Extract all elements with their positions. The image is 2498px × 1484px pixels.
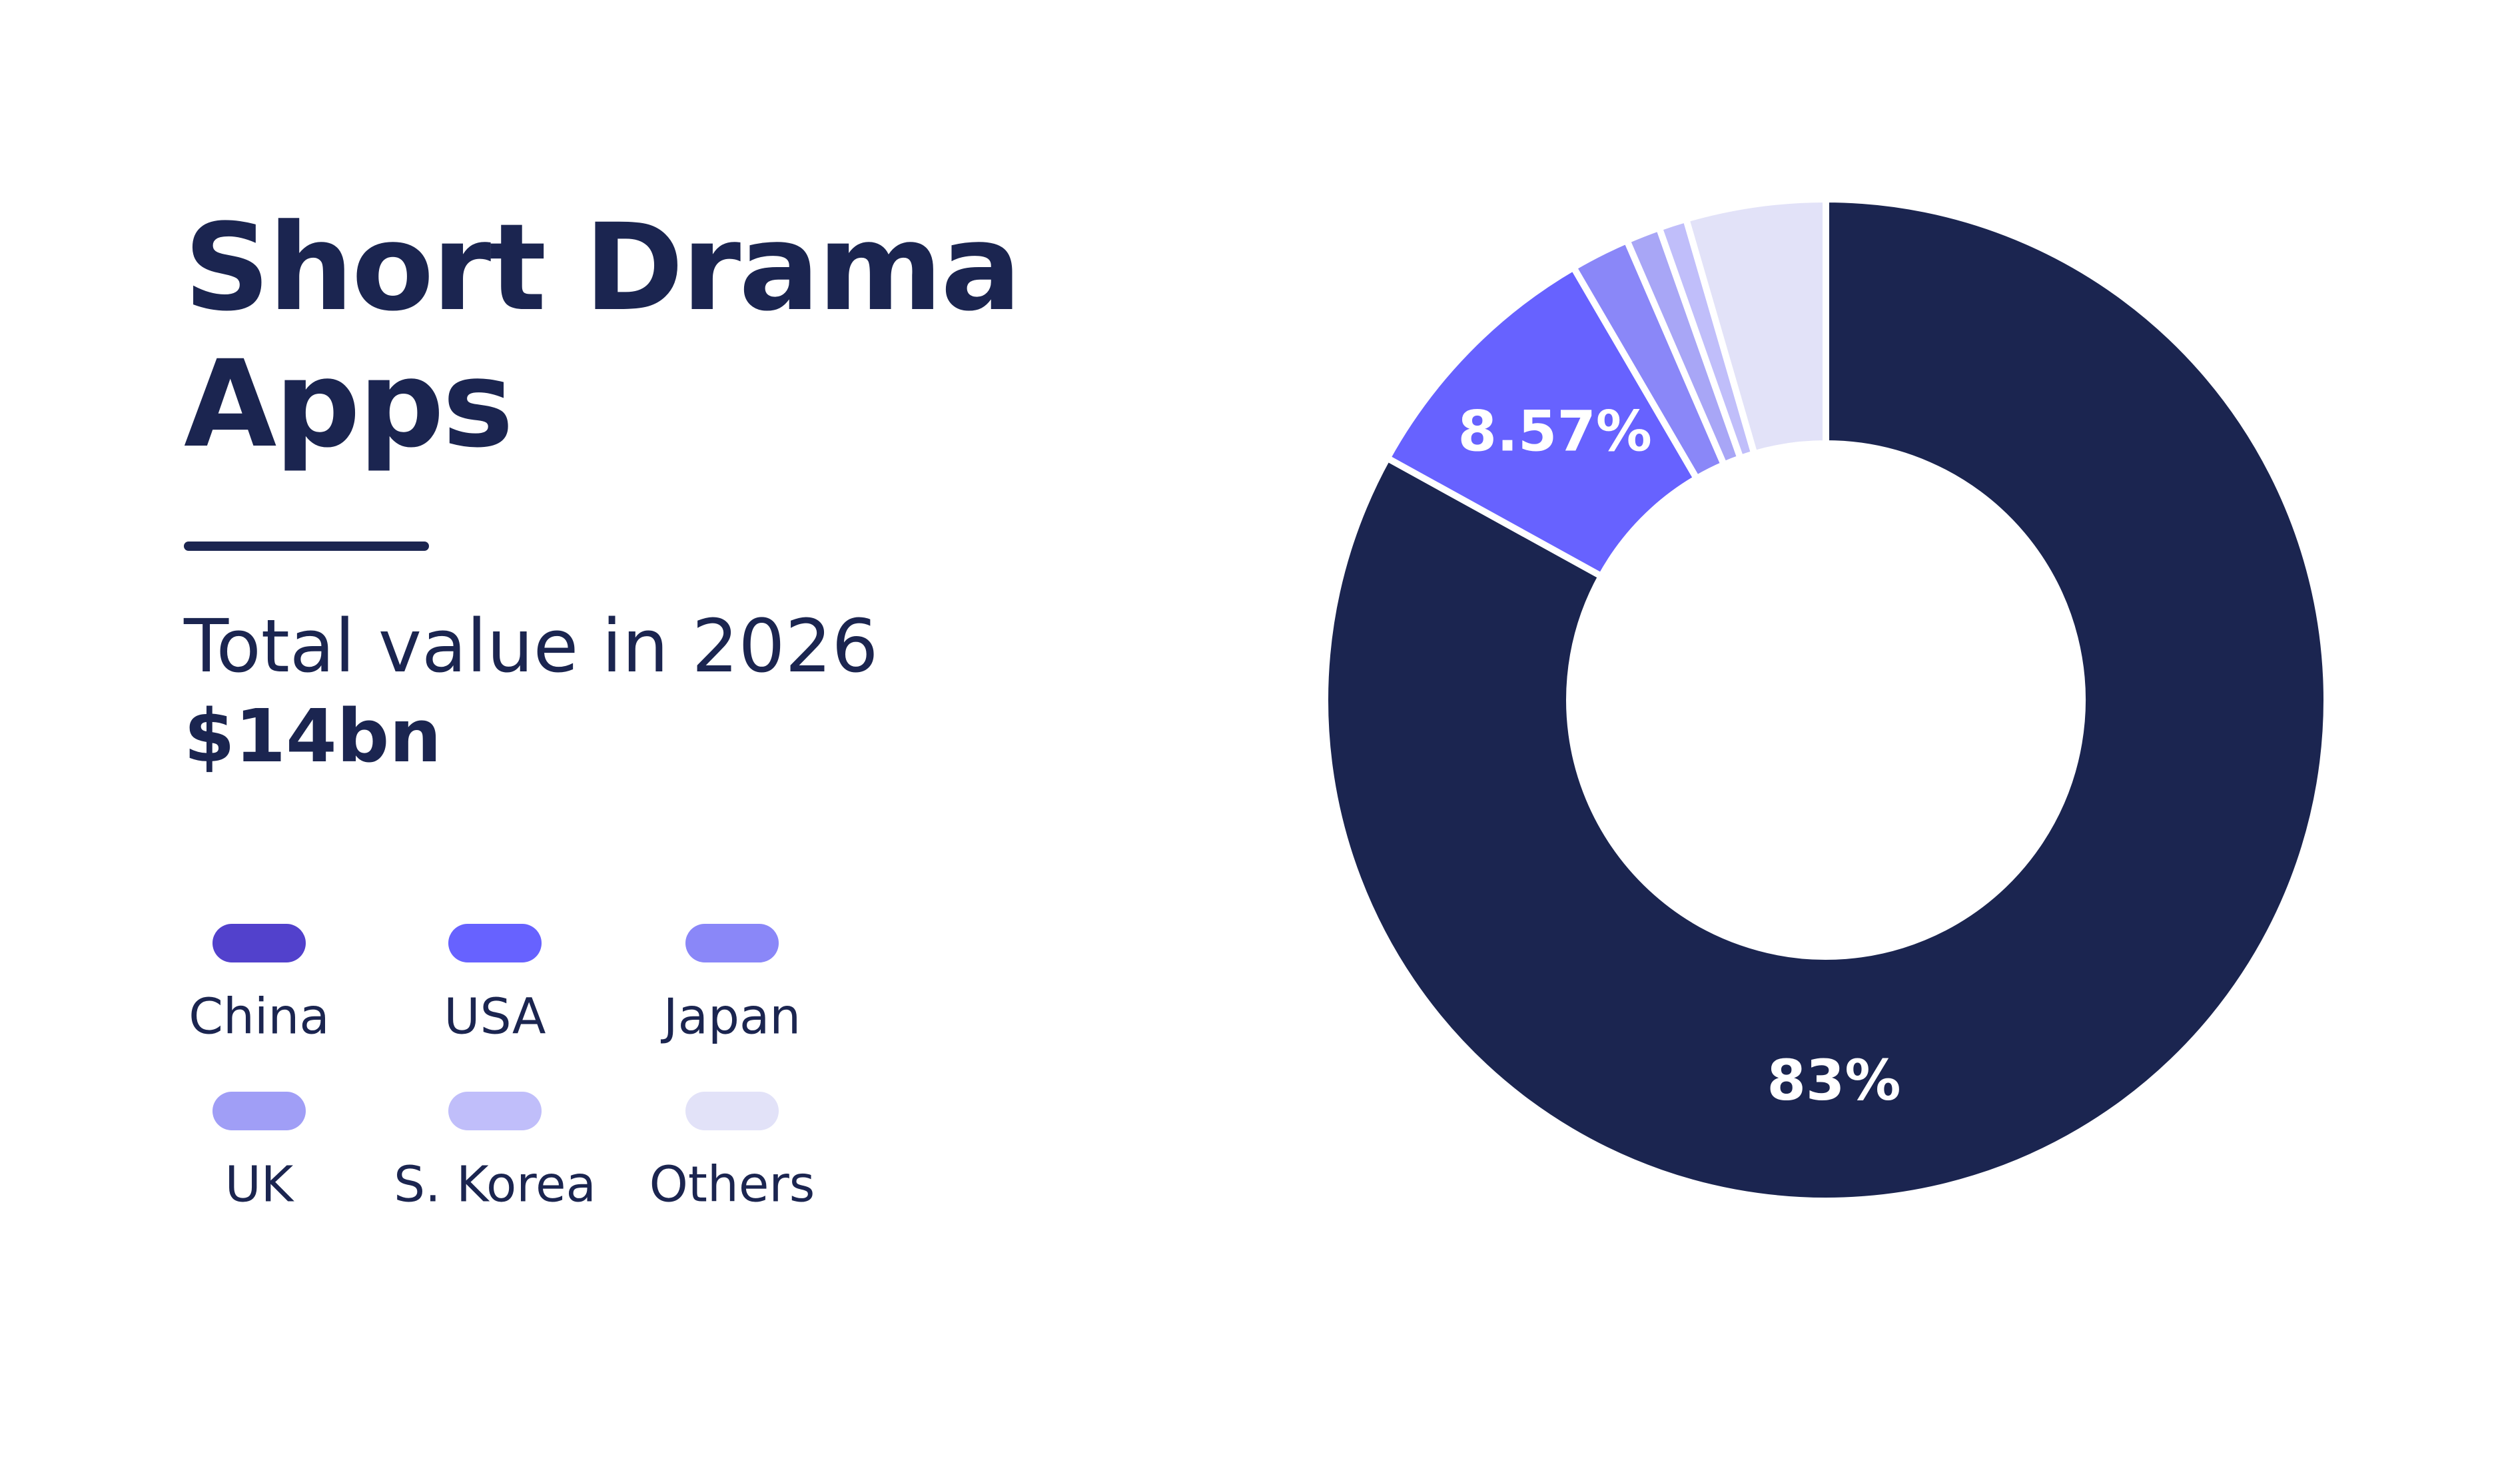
- divider: [184, 542, 429, 551]
- data-label: 8.57%: [1458, 399, 1652, 464]
- donut-slice: [1382, 262, 1701, 581]
- subtitle: Total value in 2026: [184, 603, 879, 689]
- legend-label: UK: [225, 1156, 295, 1214]
- legend-label: China: [189, 988, 329, 1046]
- donut-slice: [1681, 195, 1829, 458]
- legend-swatch: [212, 924, 306, 962]
- legend-label: USA: [444, 988, 546, 1046]
- data-label: 83%: [1767, 1048, 1900, 1113]
- annotation: $14bn: [184, 693, 442, 779]
- legend-label: S. Korea: [394, 1156, 596, 1214]
- legend-swatch: [448, 924, 542, 962]
- legend-swatch: [685, 1092, 779, 1130]
- legend-label: Others: [649, 1156, 815, 1214]
- chart-title: Short Drama Apps: [184, 198, 1022, 474]
- legend-swatch: [448, 1092, 542, 1130]
- legend-label: Japan: [661, 988, 801, 1046]
- legend-swatch: [212, 1092, 306, 1130]
- legend-swatch: [685, 924, 779, 962]
- donut-slice: [1322, 195, 2330, 1204]
